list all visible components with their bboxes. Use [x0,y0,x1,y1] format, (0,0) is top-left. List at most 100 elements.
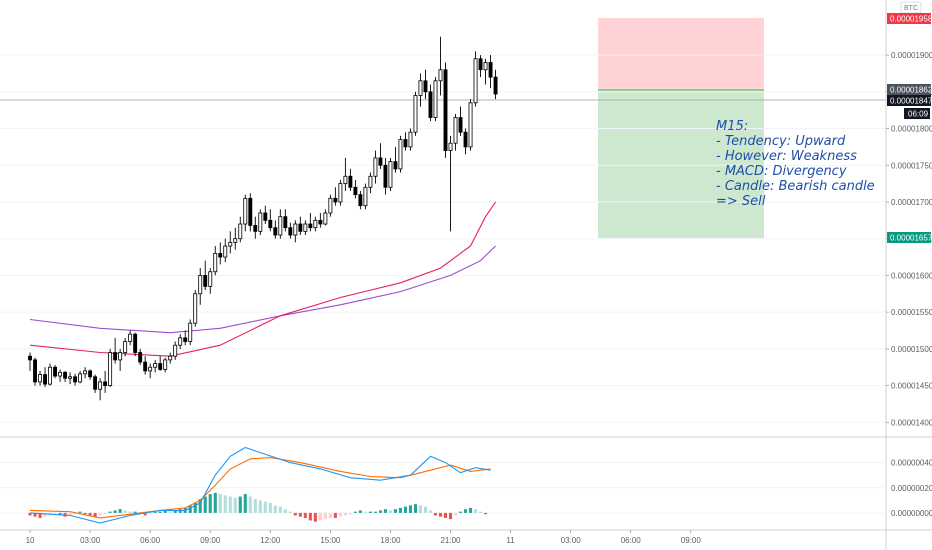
candle-body[interactable] [433,80,438,118]
candle-body[interactable] [98,381,103,390]
macd-signal-line[interactable] [29,457,491,519]
candle-body[interactable] [313,219,318,229]
candle-body[interactable] [403,139,408,148]
candle-body[interactable] [198,275,203,295]
candle-body[interactable] [463,131,468,148]
candle-body[interactable] [128,333,133,342]
candle-body[interactable] [448,142,453,151]
candle-body[interactable] [423,80,428,93]
candle-body[interactable] [223,245,228,258]
candle-body[interactable] [373,157,378,177]
candle-body[interactable] [348,175,353,188]
candle-body[interactable] [63,371,68,379]
candle-body[interactable] [338,183,343,203]
candle-body[interactable] [193,293,198,324]
candle-body[interactable] [238,223,243,240]
candle-body[interactable] [28,355,32,361]
candle-body[interactable] [83,370,88,375]
time-axis[interactable]: 10 03:00 06:00 09:00 12:00 15:00 18:00 21:00 11 0… [26,530,702,545]
candle-body[interactable] [183,337,188,342]
candle-body[interactable] [173,344,178,357]
candle-body[interactable] [148,366,153,372]
candle-body[interactable] [43,374,48,385]
ema-fast-line[interactable] [29,201,497,357]
candle-body[interactable] [228,241,233,247]
candle-body[interactable] [428,91,433,118]
candle-body[interactable] [168,355,173,361]
candle-body[interactable] [48,366,53,385]
candle-body[interactable] [408,131,413,148]
candle-body[interactable] [258,212,263,232]
candle-body[interactable] [298,223,303,232]
candle-body[interactable] [138,352,143,363]
candle-body[interactable] [418,80,423,96]
candle-body[interactable] [68,376,73,379]
candle-body[interactable] [78,373,83,383]
candle-body[interactable] [393,161,398,170]
candle-body[interactable] [293,223,298,236]
candle-body[interactable] [308,223,313,229]
candle-body[interactable] [233,238,238,243]
candle-body[interactable] [328,197,333,214]
candle-body[interactable] [438,69,443,82]
candle-body[interactable] [248,197,253,226]
candle-body[interactable] [268,219,273,229]
candle-body[interactable] [473,58,478,104]
candle-body[interactable] [143,361,148,372]
candle-body[interactable] [38,374,42,383]
candle-body[interactable] [483,62,488,71]
macd-pane[interactable]: 0.00000040 0.00000020 0.00000000 [0,446,932,524]
candle-body[interactable] [153,363,158,368]
candle-body[interactable] [263,212,268,221]
candle-body[interactable] [93,376,98,390]
candle-body[interactable] [283,216,288,229]
candle-body[interactable] [58,371,63,377]
candles[interactable] [28,36,498,401]
candle-body[interactable] [178,337,183,346]
candle-body[interactable] [458,117,463,133]
candle-body[interactable] [378,157,383,166]
candle-body[interactable] [118,352,123,361]
take-profit-zone[interactable] [598,90,764,238]
candle-body[interactable] [488,62,493,78]
macd-line[interactable] [29,446,491,524]
candle-body[interactable] [343,175,348,185]
candle-body[interactable] [53,366,58,377]
candle-body[interactable] [363,186,368,207]
ema-slow-line[interactable] [29,245,496,334]
candle-body[interactable] [353,186,358,196]
candle-body[interactable] [478,58,483,71]
candle-body[interactable] [158,363,163,370]
candle-body[interactable] [163,359,168,370]
candle-body[interactable] [318,219,323,225]
candle-body[interactable] [213,252,218,273]
candle-body[interactable] [358,194,363,207]
candle-body[interactable] [273,227,278,236]
candle-body[interactable] [103,381,108,386]
candle-body[interactable] [388,161,393,188]
candle-body[interactable] [113,352,118,361]
candle-body[interactable] [218,252,223,258]
candle-body[interactable] [253,225,258,232]
candle-body[interactable] [108,352,113,386]
candle-body[interactable] [493,76,498,95]
candle-body[interactable] [133,333,138,353]
candle-body[interactable] [413,95,418,133]
candle-body[interactable] [468,102,473,148]
candle-body[interactable] [203,275,208,287]
candle-body[interactable] [288,227,293,236]
candle-body[interactable] [243,197,248,225]
candle-body[interactable] [443,69,448,151]
candle-body[interactable] [453,117,458,144]
candle-body[interactable] [398,139,403,170]
candle-body[interactable] [303,223,308,232]
candle-body[interactable] [333,197,338,203]
candle-body[interactable] [208,271,213,287]
candle-body[interactable] [123,341,128,353]
candle-body[interactable] [368,175,373,188]
candle-body[interactable] [88,370,93,378]
candle-body[interactable] [383,164,388,188]
stop-loss-zone[interactable] [598,18,764,90]
candle-body[interactable] [33,359,37,383]
